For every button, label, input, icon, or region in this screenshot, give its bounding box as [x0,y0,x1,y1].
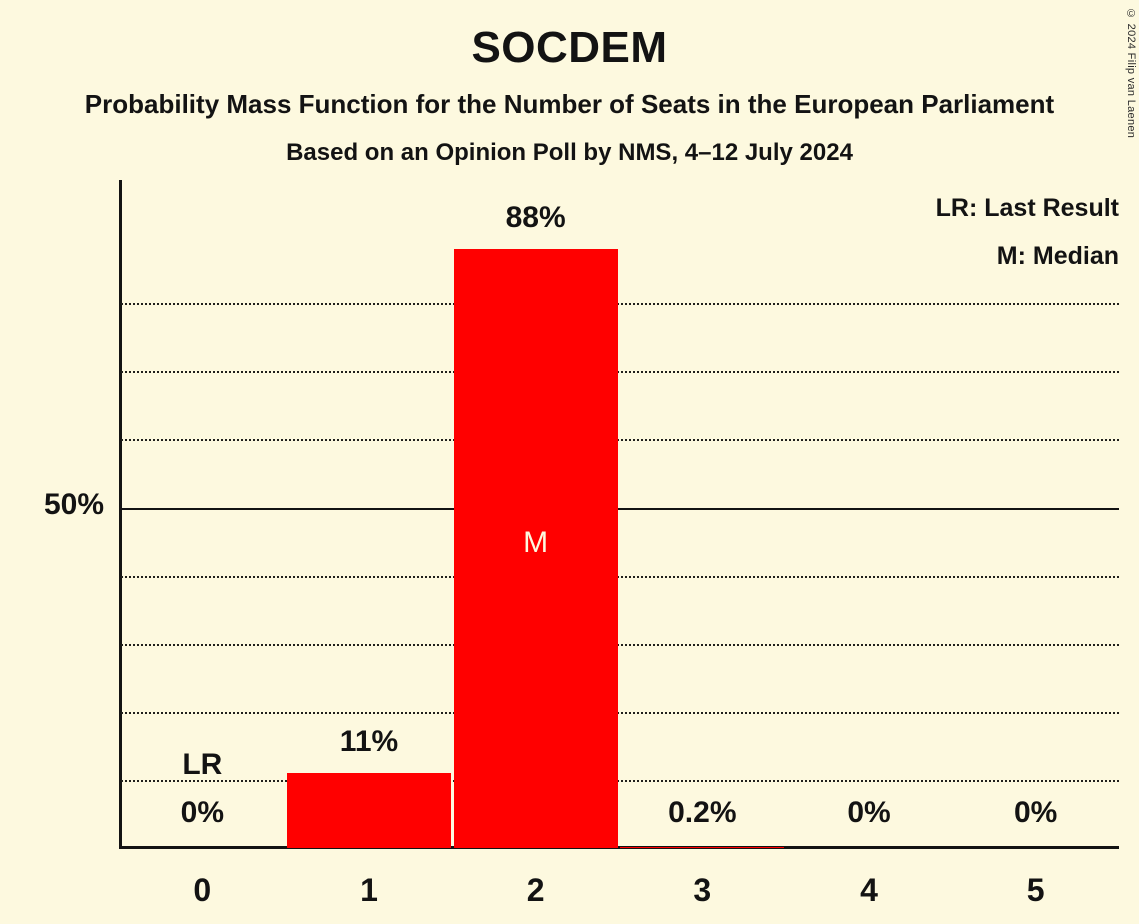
bar-value-label-2: 88% [505,200,566,234]
bar-value-label-4: 0% [847,796,891,829]
bar-1 [287,773,451,848]
gridline-20 [121,711,1119,714]
chart-subtitle-source: Based on an Opinion Poll by NMS, 4–12 Ju… [286,139,853,166]
x-tick-label-0: 0 [193,872,212,908]
plot-area [119,180,1119,849]
gridline-10 [121,779,1119,782]
chart-subtitle-primary: Probability Mass Function for the Number… [84,89,1055,119]
gridline-60 [121,439,1119,442]
median-marker: M [523,526,549,560]
last-result-marker: LR [182,747,223,781]
x-tick-label-2: 2 [526,872,545,908]
gridline-80 [121,303,1119,306]
bar-value-label-3: 0.2% [668,796,737,829]
x-tick-label-5: 5 [1026,872,1045,908]
gridline-40 [121,575,1119,578]
legend-item-last-result: LR: Last Result [935,194,1119,222]
bar-value-label-5: 0% [1013,796,1058,829]
bar-value-label-0: 0% [180,796,224,829]
y-tick-label: 50% [43,487,104,521]
chart-legend: LR: Last Result M: Median [936,184,1119,280]
bar-3 [620,846,785,848]
bar-2 [453,248,618,848]
gridline-70 [121,371,1119,374]
page-title: SOCDEM [471,23,668,72]
gridline-30 [121,643,1119,646]
gridline-50 [121,507,1119,510]
x-axis-line [119,846,1119,849]
x-tick-label-1: 1 [360,872,378,908]
x-tick-label-3: 3 [693,872,712,908]
copyright-notice: © 2024 Filip van Laenen [1125,8,1137,139]
x-tick-label-4: 4 [860,872,878,908]
bar-value-label-1: 11% [339,725,399,759]
legend-item-median: M: Median [996,242,1119,270]
y-axis-line [119,180,122,848]
